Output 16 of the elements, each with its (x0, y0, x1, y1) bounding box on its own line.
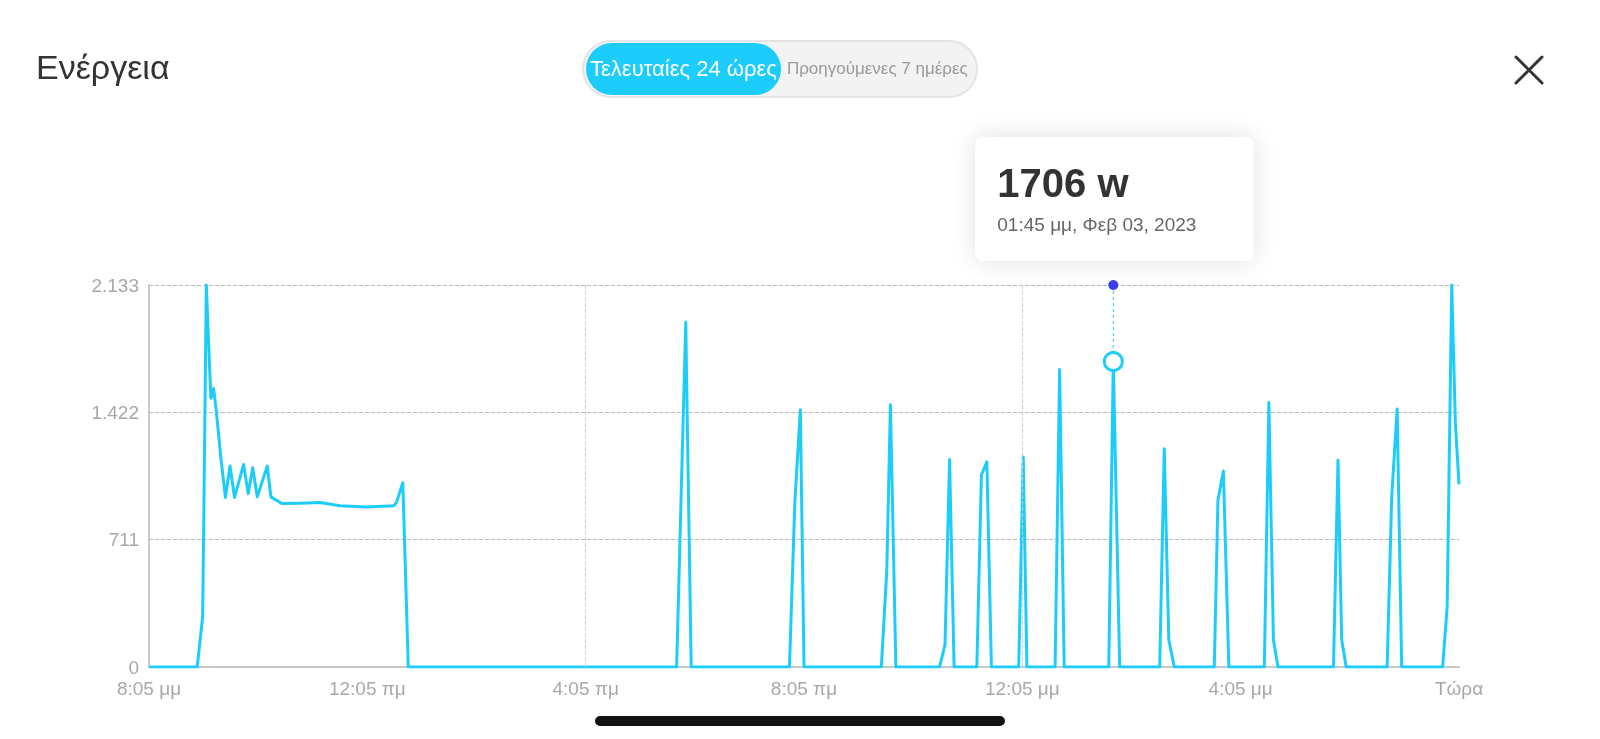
y-tick-label: 2.133 (91, 274, 139, 296)
x-tick-label: 4:05 πμ (552, 678, 619, 699)
x-tick-label: 8:05 μμ (116, 678, 182, 699)
annotation: 1706 w 01:45 μμ, Φεβ 03, 2023 (997, 161, 1197, 235)
x-tick-label: Τώρα (1434, 678, 1484, 699)
y-tick-label: 711 (108, 529, 139, 551)
x-tick-label: 8:05 πμ (770, 678, 838, 699)
y-tick-label: 1.422 (91, 401, 139, 423)
chart-title: Ενέργεια (36, 48, 170, 87)
x-tick-label: 12:05 πμ (328, 678, 406, 699)
text: Τελευταίες 24 ώρες (586, 43, 781, 95)
x-tick-label: 4:05 μμ (1208, 678, 1273, 699)
y-tick-label: 0 (128, 656, 139, 678)
text: Προηγούμενες 7 ημέρες (785, 58, 969, 80)
x-tick-label: 12:05 μμ (984, 678, 1060, 699)
line-series (147, 283, 1461, 669)
